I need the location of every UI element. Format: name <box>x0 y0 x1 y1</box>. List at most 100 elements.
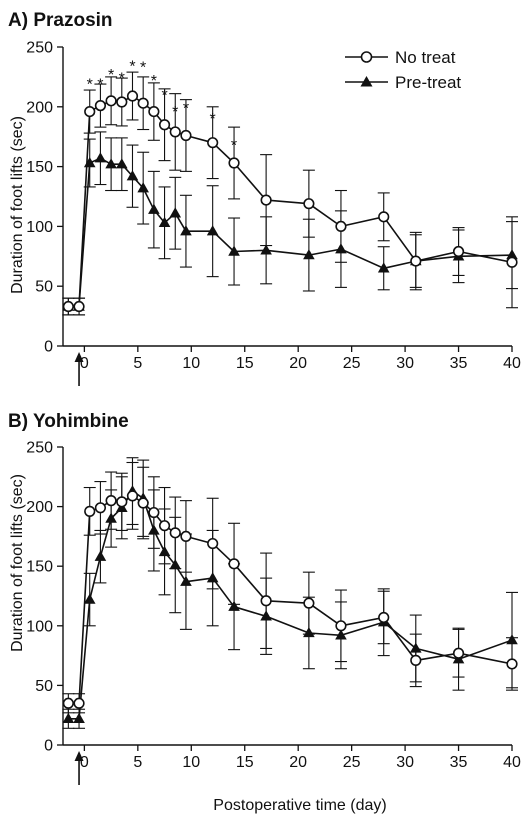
x-tick-label: 5 <box>133 355 142 372</box>
pre-treat-point <box>105 158 117 169</box>
x-tick-label: 15 <box>236 754 254 771</box>
x-tick-label: 0 <box>80 754 89 771</box>
y-tick-label: 0 <box>44 339 53 356</box>
significance-asterisk: * <box>161 87 167 104</box>
no-treat-point <box>506 658 518 670</box>
no-treat-point <box>105 95 117 107</box>
y-tick-label: 150 <box>26 159 53 176</box>
no-treat-point <box>410 255 422 267</box>
legend-marker-pre-treat <box>360 76 373 87</box>
x-tick-label: 35 <box>450 754 468 771</box>
panel-b-title: B) Yohimbine <box>8 411 129 432</box>
panel-b-y-axis-label: Duration of foot lifts (sec) <box>9 474 26 652</box>
x-tick-label: 25 <box>343 754 361 771</box>
no-treat-point <box>73 697 85 709</box>
panel-b-yohimbine: B) Yohimbine Duration of foot lifts (sec… <box>8 411 521 814</box>
x-tick-label: 40 <box>503 754 521 771</box>
x-tick-label: 20 <box>289 355 307 372</box>
x-tick-label: 5 <box>133 754 142 771</box>
y-tick-label: 250 <box>26 440 53 457</box>
no-treat-point <box>158 520 171 532</box>
y-tick-label: 50 <box>35 678 53 695</box>
no-treat-point <box>207 137 219 149</box>
no-treat-point <box>94 100 107 112</box>
significance-asterisk: * <box>97 76 103 93</box>
no-treat-series-line <box>68 95 513 308</box>
panel-a-y-axis-label: Duration of foot lifts (sec) <box>9 116 26 294</box>
x-tick-label: 20 <box>289 754 307 771</box>
no-treat-point <box>126 490 139 502</box>
pre-treat-series-line <box>68 490 513 720</box>
no-treat-point <box>378 211 390 223</box>
x-tick-label: 30 <box>396 754 414 771</box>
pre-treat-point <box>83 593 96 604</box>
no-treat-point <box>169 527 181 539</box>
no-treat-point <box>94 502 107 514</box>
legend-label-pre-treat: Pre-treat <box>395 73 461 92</box>
pre-treat-point <box>180 225 192 236</box>
no-treat-point <box>62 300 74 313</box>
significance-asterisk: * <box>151 73 157 90</box>
significance-asterisk: * <box>129 59 135 76</box>
y-tick-label: 150 <box>26 559 53 576</box>
no-treat-point <box>169 126 181 138</box>
pre-treat-point <box>73 712 85 723</box>
y-tick-label: 0 <box>44 738 53 755</box>
no-treat-point <box>126 90 139 102</box>
no-treat-point <box>506 256 518 268</box>
no-treat-point <box>116 96 128 108</box>
x-tick-label: 40 <box>503 355 521 372</box>
pre-treat-point <box>126 170 139 181</box>
surgery-arrow-icon <box>74 352 84 362</box>
x-tick-label: 25 <box>343 355 361 372</box>
no-treat-point <box>180 129 192 142</box>
x-tick-label: 10 <box>182 355 200 372</box>
no-treat-point <box>452 245 465 258</box>
no-treat-point <box>158 119 171 131</box>
panel-a-title: A) Prazosin <box>8 10 113 31</box>
y-tick-label: 200 <box>26 499 53 516</box>
y-tick-label: 250 <box>26 40 53 57</box>
y-tick-label: 100 <box>26 219 53 236</box>
y-tick-label: 200 <box>26 99 53 116</box>
pre-treat-point <box>303 249 315 260</box>
x-tick-label: 15 <box>236 355 254 372</box>
no-treat-point <box>180 530 192 543</box>
no-treat-point <box>260 194 272 206</box>
no-treat-point <box>148 506 160 519</box>
no-treat-point <box>73 300 85 313</box>
significance-asterisk: * <box>183 100 189 117</box>
no-treat-point <box>105 495 117 507</box>
no-treat-point <box>335 220 347 232</box>
panel-a-prazosin: A) Prazosin Duration of foot lifts (sec)… <box>8 10 521 386</box>
no-treat-point <box>148 105 160 118</box>
surgery-arrow-icon <box>74 751 84 761</box>
pre-treat-point <box>206 225 219 236</box>
significance-asterisk: * <box>172 104 178 121</box>
pre-treat-point <box>169 207 182 218</box>
pre-treat-point <box>377 262 390 273</box>
significance-asterisk: * <box>108 67 114 84</box>
x-tick-label: 30 <box>396 355 414 372</box>
legend-marker-no-treat <box>360 51 373 63</box>
pre-treat-point <box>228 600 240 611</box>
pre-treat-point <box>115 158 128 169</box>
y-tick-label: 50 <box>35 279 53 296</box>
pre-treat-point <box>158 216 171 228</box>
no-treat-point <box>410 654 422 666</box>
pre-treat-series-line <box>68 157 513 308</box>
no-treat-point <box>228 558 240 570</box>
x-tick-label: 0 <box>80 355 89 372</box>
no-treat-point <box>378 611 390 624</box>
no-treat-point <box>84 505 96 517</box>
no-treat-point <box>62 697 74 709</box>
pre-treat-point <box>137 182 149 193</box>
no-treat-point <box>116 496 128 508</box>
significance-asterisk: * <box>210 111 216 128</box>
pre-treat-point <box>228 245 240 256</box>
x-tick-label: 35 <box>450 355 468 372</box>
pre-treat-point <box>148 203 160 214</box>
no-treat-point <box>228 157 240 169</box>
no-treat-point <box>452 647 465 659</box>
